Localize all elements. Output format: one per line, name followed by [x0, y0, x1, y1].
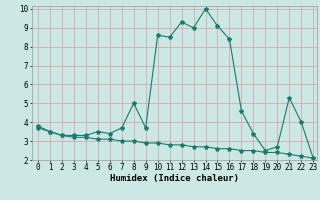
X-axis label: Humidex (Indice chaleur): Humidex (Indice chaleur): [110, 174, 239, 183]
